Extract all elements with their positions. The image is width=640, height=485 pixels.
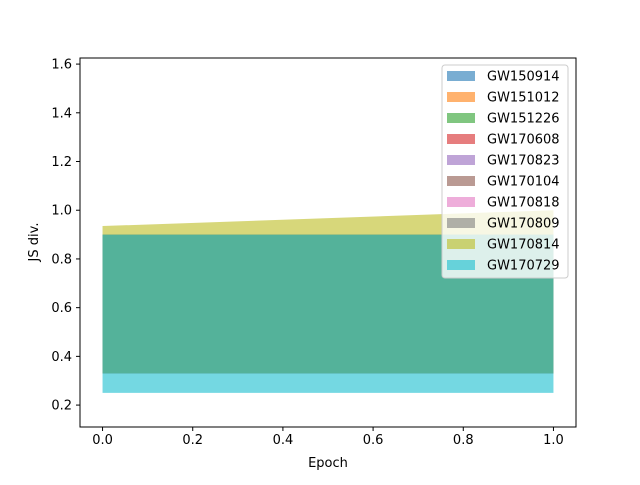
legend: GW150914 GW151012 GW151226 GW170608 GW170823… — [441, 64, 569, 279]
legend-label: GW151012 — [487, 91, 560, 106]
legend-label: GW170809 — [487, 217, 560, 232]
x-tick-label: 0.6 — [363, 433, 384, 448]
legend-swatch — [447, 134, 475, 144]
legend-label: GW151226 — [487, 112, 560, 127]
legend-label: GW170729 — [487, 259, 560, 274]
x-tick-label: 0.8 — [453, 433, 474, 448]
y-tick-label: 1.2 — [51, 155, 72, 170]
legend-label: GW170608 — [487, 133, 560, 148]
legend-swatch — [447, 260, 475, 270]
y-axis: 0.2 0.4 0.6 0.8 1.0 1.2 1.4 1.6 — [51, 58, 80, 414]
legend-swatch — [447, 197, 475, 207]
y-tick-label: 0.4 — [51, 350, 72, 365]
plot-frame — [79, 57, 577, 428]
y-tick-label: 0.2 — [51, 399, 72, 414]
y-tick-label: 1.0 — [51, 204, 72, 219]
x-tick-label: 1.0 — [543, 433, 564, 448]
legend-swatch — [447, 176, 475, 186]
y-tick-label: 0.6 — [51, 301, 72, 316]
legend-swatch — [447, 71, 475, 81]
legend-swatch — [447, 113, 475, 123]
areas-layer — [102, 210, 554, 393]
legend-label: GW170814 — [487, 238, 560, 253]
y-tick-label: 0.8 — [51, 252, 72, 267]
x-tick-label: 0.0 — [92, 433, 113, 448]
legend-swatch — [447, 218, 475, 228]
y-axis-title: JS div. — [27, 223, 42, 263]
y-tick-label: 1.4 — [51, 106, 72, 121]
x-axis: 0.0 0.2 0.4 0.6 0.8 1.0 — [92, 427, 564, 448]
x-axis-title: Epoch — [308, 456, 348, 471]
legend-swatch — [447, 92, 475, 102]
legend-label: GW170104 — [487, 175, 560, 190]
y-tick-label: 1.6 — [51, 58, 72, 73]
legend-label: GW170818 — [487, 196, 560, 211]
x-tick-label: 0.2 — [182, 433, 203, 448]
legend-swatch — [447, 239, 475, 249]
legend-label: GW170823 — [487, 154, 560, 169]
x-tick-label: 0.4 — [273, 433, 294, 448]
legend-label: GW150914 — [487, 70, 560, 85]
legend-swatch — [447, 155, 475, 165]
area-series-9 — [102, 234, 554, 393]
